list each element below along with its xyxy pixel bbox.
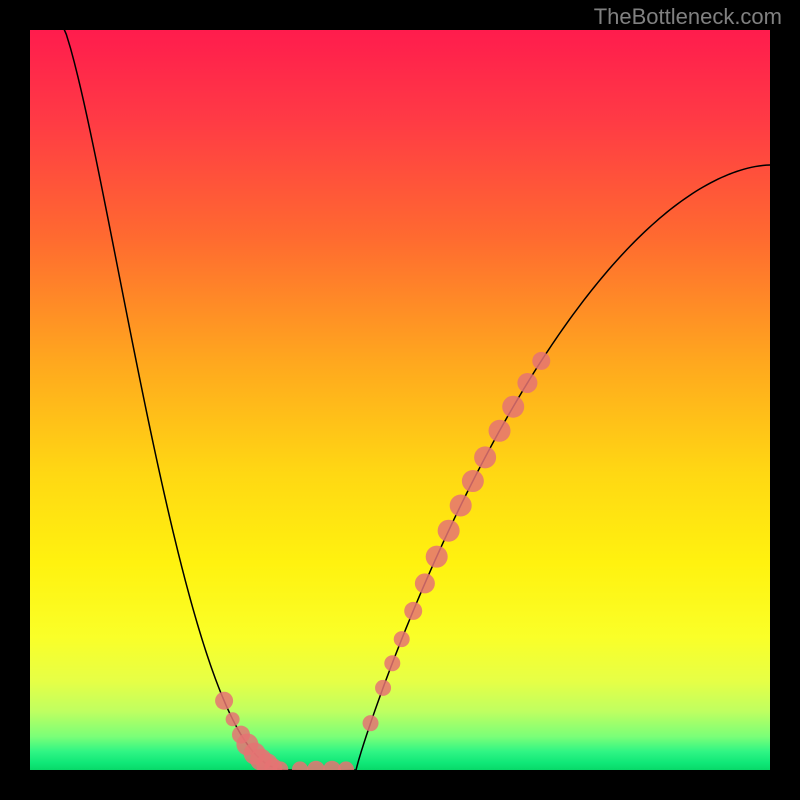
data-marker [363,715,379,731]
data-marker [532,352,550,370]
data-marker [426,546,448,568]
data-marker [226,712,240,726]
chart-svg [30,30,770,770]
data-marker [394,631,410,647]
data-marker [474,446,496,468]
data-marker [384,655,400,671]
data-marker [375,680,391,696]
data-marker [404,602,422,620]
plot-area [30,30,770,770]
data-marker [438,520,460,542]
data-marker [215,692,233,710]
data-marker [462,470,484,492]
data-marker [502,396,524,418]
data-marker [517,373,537,393]
data-marker [450,494,472,516]
data-marker [415,573,435,593]
data-marker [489,420,511,442]
gradient-background [30,30,770,770]
watermark-text: TheBottleneck.com [594,4,782,30]
chart-frame: TheBottleneck.com [0,0,800,800]
